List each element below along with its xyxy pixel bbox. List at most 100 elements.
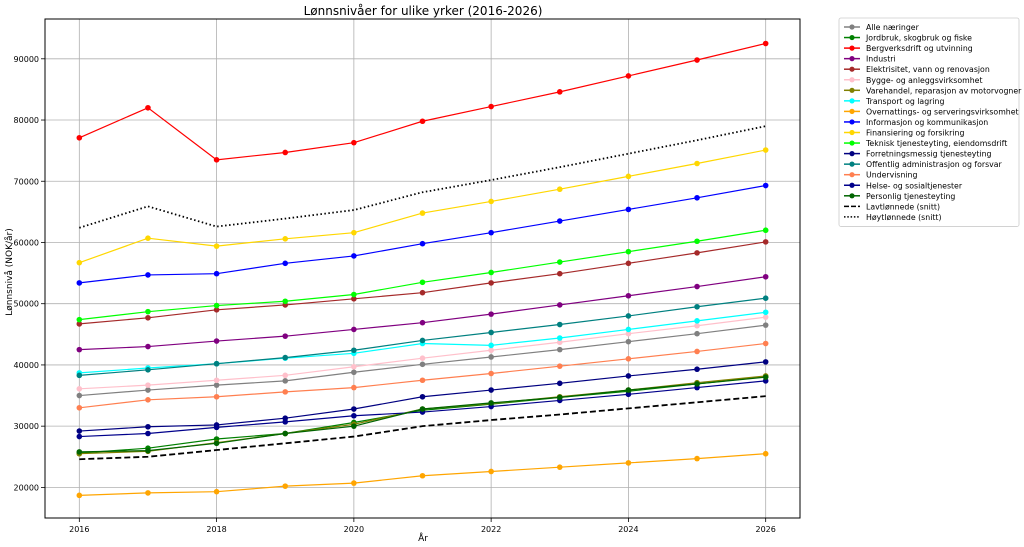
data-point [625, 330, 632, 337]
data-point [694, 283, 700, 290]
data-point [762, 359, 769, 365]
data-point [762, 374, 769, 380]
data-point [145, 397, 151, 403]
data-point [351, 296, 357, 302]
series-13 [76, 359, 769, 434]
data-point [419, 406, 426, 412]
legend-entry: Teknisk tjenesteyting, eiendomsdrift [844, 139, 1007, 148]
data-point [625, 173, 632, 180]
data-point [76, 134, 83, 141]
legend-label: Personlig tjenesteyting [866, 192, 955, 201]
series-12 [76, 227, 769, 323]
data-point [145, 104, 151, 111]
data-point [556, 186, 563, 193]
legend-label: Alle næringer [866, 23, 920, 32]
data-point [351, 406, 357, 412]
data-point [351, 423, 357, 429]
data-point [625, 338, 632, 345]
data-point [419, 472, 426, 479]
data-point [556, 380, 563, 387]
data-point [351, 480, 357, 486]
data-point [625, 260, 632, 267]
data-point [488, 400, 494, 406]
data-point [488, 280, 494, 286]
x-tick-label: 2026 [756, 525, 776, 534]
legend-label: Helse- og sosialtjenester [866, 181, 963, 190]
series-18 [79, 395, 766, 461]
data-point [625, 326, 632, 333]
series-line [79, 395, 766, 461]
data-point [694, 160, 700, 167]
legend-label: Informasjon og kommunikasjon [866, 118, 988, 127]
data-point [419, 337, 426, 344]
legend-entry: Personlig tjenesteyting [844, 192, 955, 201]
data-point [625, 73, 632, 79]
y-axis-label: Lønnsnivå (NOK/år) [4, 228, 15, 316]
y-tick-label: 50000 [14, 300, 39, 309]
data-point [282, 149, 289, 156]
data-point [145, 430, 151, 437]
data-point [762, 40, 769, 47]
legend-marker [849, 87, 855, 93]
data-point [762, 239, 769, 245]
data-point [76, 372, 83, 379]
data-point [282, 430, 289, 437]
data-point [625, 206, 632, 213]
data-point [145, 367, 151, 373]
data-point [145, 447, 151, 454]
data-point [419, 319, 426, 326]
data-point [556, 335, 563, 341]
legend-entry: Overnattings- og serveringsvirksomhet [844, 107, 1019, 116]
data-point [145, 314, 151, 321]
data-point [213, 488, 220, 495]
data-point [419, 118, 426, 125]
data-point [213, 243, 220, 249]
data-point [213, 157, 220, 163]
legend-entry: Offentlig administrasjon og forsvar [844, 160, 1003, 169]
data-point [76, 392, 83, 399]
data-point [76, 433, 83, 440]
data-point [351, 326, 357, 333]
data-point [488, 229, 494, 236]
y-tick-label: 80000 [14, 116, 39, 125]
data-point [625, 248, 632, 255]
legend-label: Offentlig administrasjon og forsvar [866, 160, 1003, 169]
data-point [762, 309, 769, 316]
data-point [488, 387, 494, 393]
data-point [351, 347, 357, 354]
legend-marker [849, 98, 855, 104]
data-point [145, 308, 151, 315]
data-point [625, 391, 632, 398]
series-19 [79, 125, 766, 229]
series-10 [76, 182, 769, 286]
legend-label: Forretningsmessig tjenesteyting [866, 150, 992, 159]
chart-title: Lønnsnivåer for ulike yrker (2016-2026) [304, 4, 543, 18]
data-point [282, 483, 289, 489]
data-point [213, 360, 220, 367]
series-line [79, 42, 766, 161]
data-point [213, 440, 220, 447]
data-point [76, 404, 83, 411]
data-point [76, 321, 83, 327]
data-point [213, 424, 220, 431]
data-point [351, 384, 357, 391]
series-line [79, 125, 766, 229]
data-point [76, 449, 83, 455]
legend-marker [849, 193, 855, 199]
y-tick-label: 20000 [14, 483, 39, 492]
data-point [488, 103, 494, 110]
data-point [419, 210, 426, 216]
x-tick-label: 2022 [481, 525, 501, 534]
x-tick-label: 2020 [344, 525, 364, 534]
legend-entry: Forretningsmessig tjenesteyting [844, 150, 992, 159]
data-point [145, 272, 151, 278]
legend-entry: Undervisning [844, 171, 917, 180]
data-point [76, 259, 83, 266]
data-point [488, 347, 494, 354]
data-point [625, 387, 632, 393]
legend-entry: Helse- og sosialtjenester [844, 181, 963, 190]
legend-entry: Høytlønnede (snitt) [844, 213, 942, 222]
x-tick-label: 2018 [206, 525, 226, 534]
series-line [79, 184, 766, 284]
series-1 [76, 322, 769, 399]
